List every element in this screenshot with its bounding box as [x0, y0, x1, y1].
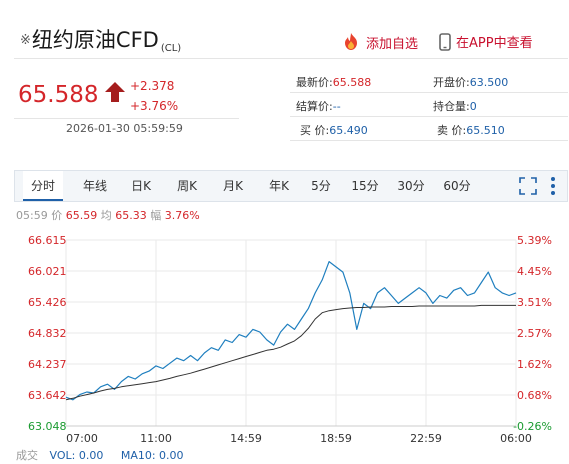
- quote-row-divider-1: [290, 92, 568, 93]
- tab-0[interactable]: 分时: [23, 171, 63, 201]
- phone-icon: [439, 32, 451, 51]
- settle-price: 结算价:--: [296, 98, 341, 114]
- period-tabs: 分时 年线 日K 周K 月K 年K 5分 15分 30分 60分: [14, 170, 568, 202]
- y-left-tick: 66.615: [28, 234, 67, 247]
- tab-1[interactable]: 年线: [82, 179, 107, 193]
- y-right-tick: 4.45%: [517, 265, 552, 278]
- quote-row-divider-3: [290, 140, 568, 141]
- tab-4[interactable]: 月K: [223, 179, 243, 193]
- open-interest-label: 持仓量:: [433, 100, 470, 113]
- volume-bar: 成交 VOL: 0.00 MA10: 0.00: [16, 447, 184, 463]
- latest-price-value: 65.588: [332, 76, 372, 89]
- tab-9[interactable]: 60分: [443, 179, 471, 193]
- y-left-tick: 63.642: [28, 389, 67, 402]
- quote-row-divider-2: [290, 116, 568, 117]
- settle-price-label: 结算价:: [296, 100, 333, 113]
- volume-value: VOL: 0.00: [49, 449, 104, 462]
- tab-3[interactable]: 周K: [177, 179, 197, 193]
- tab-7[interactable]: 15分: [351, 179, 379, 193]
- open-interest-value: 0: [469, 100, 477, 113]
- ask-price-label: 卖 价:: [437, 124, 467, 137]
- ask-price-value: 65.510: [466, 124, 505, 137]
- x-tick: 18:59: [320, 432, 352, 445]
- bid-price-value: 65.490: [329, 124, 368, 137]
- price-line: [65, 261, 517, 401]
- open-price-label: 开盘价:: [433, 76, 470, 89]
- ask-price: 卖 价:65.510: [437, 122, 505, 138]
- y-left-tick: 63.048: [28, 420, 67, 433]
- open-app-button[interactable]: 在APP中查看: [438, 32, 533, 51]
- bid-price: 买 价:65.490: [300, 122, 368, 138]
- latest-price: 最新价:65.588: [296, 74, 371, 90]
- info-price-label: 价: [51, 209, 63, 222]
- info-avg: 65.33: [115, 209, 147, 222]
- latest-price-label: 最新价:: [296, 76, 333, 89]
- current-price: 65.588: [18, 82, 99, 108]
- header-divider: [14, 58, 568, 59]
- info-range-label: 幅: [150, 209, 162, 222]
- price-change: +2.378 +3.76%: [130, 76, 178, 116]
- info-avg-label: 均: [100, 209, 112, 222]
- flame-icon: [345, 33, 357, 50]
- open-interest: 持仓量:0: [433, 98, 477, 114]
- title-text: 纽约原油CFD: [31, 28, 159, 52]
- y-right-tick: 3.51%: [517, 296, 552, 309]
- y-right-tick: 2.57%: [517, 327, 552, 340]
- info-range: 3.76%: [164, 209, 200, 222]
- tab-5[interactable]: 年K: [269, 179, 289, 193]
- y-right-tick: 1.62%: [517, 358, 552, 371]
- x-tick: 14:59: [230, 432, 262, 445]
- change-value: +2.378: [130, 79, 175, 93]
- tab-2[interactable]: 日K: [131, 179, 151, 193]
- settings-icon[interactable]: [547, 176, 559, 200]
- y-left-tick: 64.237: [28, 358, 67, 371]
- settle-price-value: --: [332, 100, 341, 113]
- tab-6[interactable]: 5分: [311, 179, 331, 193]
- x-tick: 22:59: [410, 432, 442, 445]
- y-right-tick: -0.26%: [513, 420, 552, 433]
- x-tick: 06:00: [500, 432, 532, 445]
- y-right-tick: 0.68%: [517, 389, 552, 402]
- crosshair-info: 05:59 价 65.59 均 65.33 幅 3.76%: [16, 207, 200, 223]
- page-title: ※纽约原油CFD (CL): [20, 24, 181, 54]
- y-left-tick: 64.832: [28, 327, 67, 340]
- tab-8[interactable]: 30分: [397, 179, 425, 193]
- average-price-line: [65, 304, 516, 401]
- open-price-value: 63.500: [469, 76, 509, 89]
- open-price: 开盘价:63.500: [433, 74, 508, 90]
- change-percent: +3.76%: [130, 99, 179, 113]
- price-divider: [14, 118, 239, 119]
- x-tick: 11:00: [140, 432, 172, 445]
- info-time: 05:59: [16, 209, 48, 222]
- up-arrow-icon: [104, 80, 126, 108]
- info-price: 65.59: [65, 209, 98, 222]
- title-mark: ※: [20, 33, 31, 48]
- x-tick: 07:00: [66, 432, 98, 445]
- instrument-code: (CL): [160, 43, 182, 54]
- add-watchlist-label: 添加自选: [366, 36, 419, 52]
- fullscreen-icon[interactable]: [519, 177, 537, 199]
- y-left-tick: 66.021: [28, 265, 67, 278]
- bid-price-label: 买 价:: [300, 124, 330, 137]
- quote-time: 2026-01-30 05:59:59: [66, 122, 183, 135]
- open-app-label: 在APP中查看: [456, 36, 533, 51]
- ma10-value: MA10: 0.00: [120, 449, 184, 462]
- y-left-tick: 65.426: [28, 296, 67, 309]
- add-watchlist-button[interactable]: 添加自选: [340, 32, 418, 52]
- y-right-tick: 5.39%: [517, 234, 552, 247]
- volume-deal-label: 成交: [16, 449, 38, 462]
